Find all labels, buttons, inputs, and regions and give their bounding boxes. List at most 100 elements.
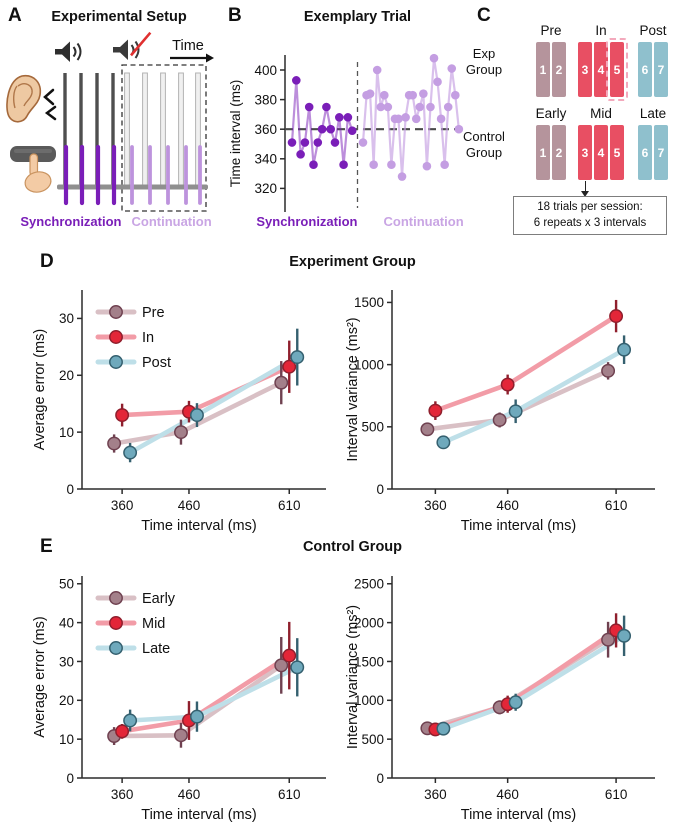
time-label: Time bbox=[172, 38, 204, 54]
legend-marker bbox=[109, 330, 123, 344]
data-point bbox=[123, 445, 138, 460]
legend-marker bbox=[109, 591, 123, 605]
session-bar: 1 bbox=[536, 42, 550, 97]
trials-note-line1: 18 trials per session: bbox=[537, 201, 643, 213]
data-point bbox=[313, 138, 323, 147]
y-tick-label: 1500 bbox=[354, 654, 384, 669]
data-point bbox=[358, 138, 368, 147]
data-point bbox=[451, 90, 460, 100]
trials-note: 18 trials per session: 6 repeats x 3 int… bbox=[513, 196, 667, 236]
y-axis-label: Time interval (ms) bbox=[228, 80, 243, 188]
y-tick-label: 0 bbox=[66, 482, 74, 497]
ear-outline bbox=[6, 74, 42, 123]
data-point bbox=[335, 113, 344, 122]
data-point bbox=[290, 660, 305, 675]
continuation-label: Continuation bbox=[383, 214, 464, 229]
data-point bbox=[440, 160, 449, 170]
session-bar: 2 bbox=[552, 42, 566, 97]
y-tick-label: 30 bbox=[59, 311, 74, 326]
x-tick-label: 360 bbox=[111, 787, 134, 802]
y-tick-label: 30 bbox=[59, 654, 74, 669]
data-point bbox=[401, 113, 410, 122]
y-axis-label: Interval variance (ms²) bbox=[345, 317, 361, 461]
data-point bbox=[190, 709, 204, 724]
experiment-average-error-plot: 0 10 20 30 360 460 610 Time interval (ms) Averag… bbox=[32, 290, 326, 534]
panel-b-label: B bbox=[228, 5, 242, 26]
x-tick-label: 460 bbox=[178, 787, 201, 802]
y-tick-label: 500 bbox=[361, 420, 384, 435]
time-arrow-head bbox=[206, 53, 214, 63]
data-point bbox=[190, 408, 204, 423]
data-point bbox=[443, 102, 453, 112]
session-bar: 3 bbox=[578, 125, 592, 180]
x-axis-label: Time interval (ms) bbox=[461, 807, 576, 823]
y-tick-label: 0 bbox=[66, 771, 74, 786]
y-tick-label: 1000 bbox=[354, 693, 384, 708]
x-tick-label: 360 bbox=[111, 498, 134, 513]
y-tick-label: 340 bbox=[254, 152, 277, 167]
x-tick-label: 460 bbox=[496, 787, 519, 802]
speaker-wave bbox=[72, 46, 77, 58]
x-axis-label: Time interval (ms) bbox=[141, 518, 256, 534]
data-point bbox=[426, 102, 435, 112]
tap-hand-icon bbox=[24, 153, 52, 193]
data-point bbox=[123, 713, 138, 728]
y-axis-label: Average error (ms) bbox=[32, 616, 48, 737]
speaker-muted-icon bbox=[113, 31, 152, 60]
panel-b-title: Exemplary Trial bbox=[303, 9, 412, 25]
panel-a-title: Experimental Setup bbox=[51, 9, 187, 25]
series-line bbox=[433, 313, 619, 413]
x-axis-label: Time interval (ms) bbox=[141, 807, 256, 823]
data-point bbox=[436, 114, 446, 124]
data-point bbox=[107, 436, 122, 451]
synchronization-label: Synchronization bbox=[256, 214, 358, 229]
data-point bbox=[609, 309, 624, 324]
data-point bbox=[274, 658, 289, 673]
x-axis-label: Time interval (ms) bbox=[461, 518, 576, 534]
speaker-on-icon bbox=[55, 41, 82, 62]
panel-c-label: C bbox=[477, 5, 491, 26]
x-tick-label: 460 bbox=[178, 498, 201, 513]
session-bar: 6 bbox=[638, 125, 652, 180]
panel-d-label: D bbox=[40, 251, 54, 272]
session-bar: 4 bbox=[594, 125, 608, 180]
session-bar: 3 bbox=[578, 42, 592, 97]
data-point bbox=[296, 150, 305, 159]
session-bar: 5 bbox=[610, 42, 624, 97]
x-tick-label: 610 bbox=[278, 787, 301, 802]
data-point bbox=[115, 724, 130, 739]
x-tick-label: 610 bbox=[605, 498, 628, 513]
panel-c: C Exp Group Pre 1 2 In 3 4 5 Post 6 7 Control Group… bbox=[455, 0, 675, 240]
data-point bbox=[287, 138, 297, 147]
panel-e-label: E bbox=[40, 536, 53, 557]
data-point bbox=[419, 89, 428, 98]
speaker-body bbox=[113, 39, 128, 60]
arrow-line bbox=[584, 181, 587, 192]
data-point bbox=[115, 408, 130, 423]
group-label: Exp Group bbox=[465, 46, 503, 77]
data-point bbox=[436, 721, 451, 736]
x-tick-label: 610 bbox=[605, 787, 628, 802]
data-point bbox=[339, 160, 348, 170]
y-axis-label: Average error (ms) bbox=[32, 329, 48, 450]
synchronization-label: Synchronization bbox=[20, 214, 122, 229]
legend-label: Late bbox=[142, 641, 170, 657]
data-point bbox=[601, 363, 616, 378]
series-line bbox=[433, 628, 619, 732]
legend-label: Mid bbox=[142, 616, 165, 632]
legend-marker bbox=[109, 641, 123, 655]
y-tick-label: 1000 bbox=[354, 357, 384, 372]
data-point bbox=[369, 160, 378, 170]
palm bbox=[24, 171, 52, 193]
data-point bbox=[343, 113, 353, 122]
mute-slash bbox=[130, 31, 152, 57]
sound-mark-icon bbox=[44, 105, 57, 121]
phase-label: In bbox=[595, 23, 607, 38]
panel-d-title: Experiment Group bbox=[289, 254, 416, 270]
data-point bbox=[274, 375, 289, 390]
phase-label: Mid bbox=[590, 106, 612, 121]
data-point bbox=[422, 161, 432, 171]
y-tick-label: 10 bbox=[59, 732, 74, 747]
y-tick-label: 320 bbox=[254, 181, 277, 196]
